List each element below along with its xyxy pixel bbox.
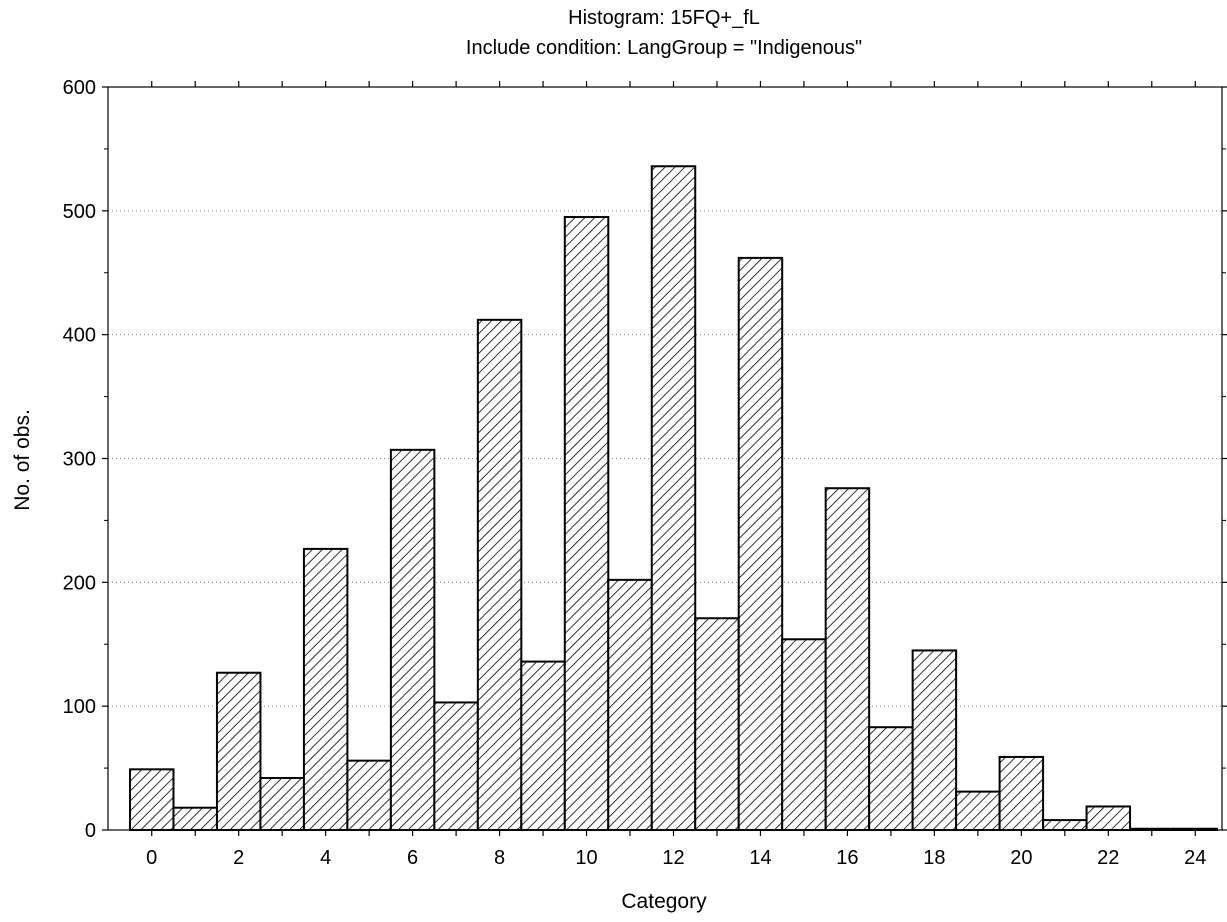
bar-5 [346, 759, 392, 831]
bar-13 [694, 617, 740, 831]
x-axis-label: Category [621, 890, 707, 913]
x-tick-label: 4 [320, 847, 331, 869]
y-axis-ticks: 0 100 200 300 400 500 600 [63, 77, 1227, 842]
bar-4 [302, 547, 349, 831]
bar-0 [129, 768, 175, 831]
x-tick-label: 12 [662, 847, 684, 869]
bar-21 [1042, 819, 1088, 831]
bar-8 [476, 318, 523, 831]
y-tick-label: 500 [63, 201, 96, 223]
x-tick-label: 16 [836, 847, 858, 869]
bar-10 [563, 216, 610, 831]
x-tick-label: 22 [1097, 847, 1119, 869]
bar-16 [824, 487, 871, 831]
bar-9 [520, 660, 566, 831]
bar-20 [998, 755, 1045, 832]
bar-12 [650, 165, 697, 831]
bar-18 [911, 649, 958, 831]
bar-6 [389, 448, 436, 831]
y-axis-label: No. of obs. [11, 409, 34, 511]
chart-title: Histogram: 15FQ+_fL [568, 7, 760, 29]
chart-subtitle: Include condition: LangGroup = "Indigeno… [466, 37, 862, 59]
bar-14 [737, 256, 784, 831]
x-tick-label: 18 [923, 847, 945, 869]
y-tick-label: 400 [63, 325, 96, 347]
bar-19 [955, 790, 1001, 832]
y-tick-label: 300 [63, 449, 96, 471]
x-tick-label: 20 [1010, 847, 1032, 869]
x-tick-label: 2 [233, 847, 244, 869]
bar-11 [607, 578, 653, 832]
x-tick-label: 0 [146, 847, 157, 869]
y-tick-label: 0 [85, 820, 96, 842]
y-tick-label: 200 [63, 572, 96, 594]
x-tick-label: 10 [575, 847, 597, 869]
x-tick-label: 14 [749, 847, 771, 869]
bar-22 [1085, 805, 1132, 832]
bar-7 [433, 701, 479, 831]
x-tick-label: 24 [1184, 847, 1206, 869]
y-tick-label: 600 [63, 77, 96, 99]
bar-3 [259, 776, 305, 831]
x-tick-label: 8 [494, 847, 505, 869]
y-tick-label: 100 [63, 696, 96, 718]
x-axis-ticks: 0 2 4 6 8 10 12 14 16 18 20 22 24 [146, 81, 1206, 869]
bar-1 [172, 806, 218, 832]
bar-15 [781, 638, 827, 832]
bar-17 [868, 726, 914, 831]
bars [129, 165, 1219, 832]
x-tick-label: 6 [407, 847, 418, 869]
bar-2 [215, 671, 262, 832]
